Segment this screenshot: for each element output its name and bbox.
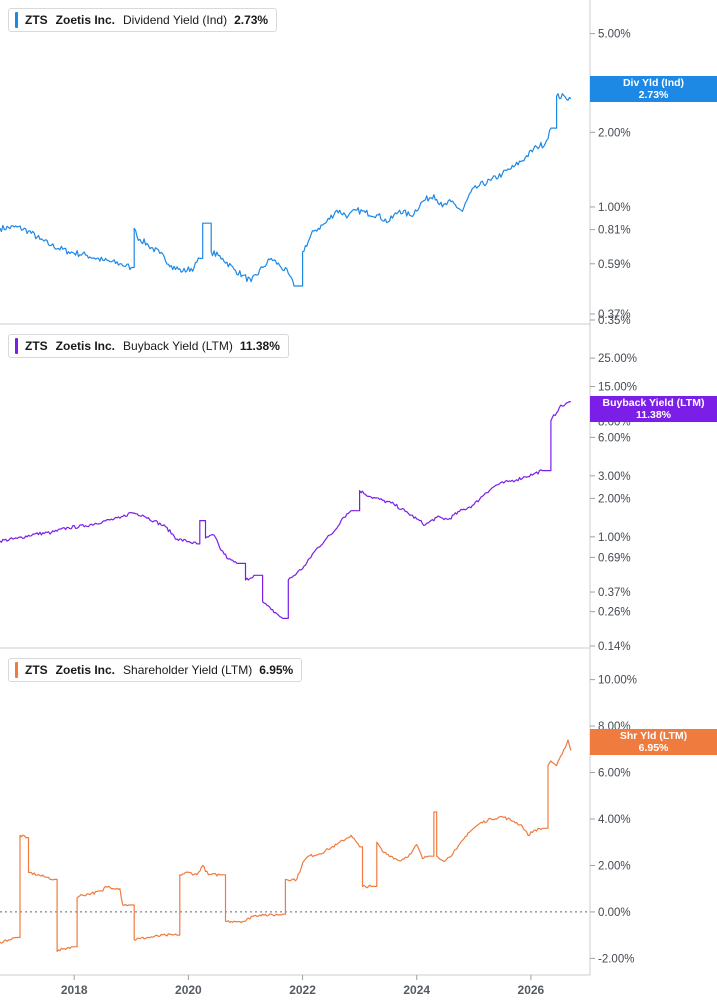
flag-label: Buyback Yield (LTM)	[602, 397, 705, 409]
last-value-flag-buyback: Buyback Yield (LTM) 11.38%	[590, 396, 717, 422]
y-tick-label: 0.35%	[598, 315, 631, 327]
legend-dividend-yield[interactable]: ZTS Zoetis Inc. Dividend Yield (Ind) 2.7…	[8, 8, 278, 32]
y-tick-label: 0.59%	[598, 259, 631, 271]
flag-label: Div Yld (Ind)	[622, 77, 685, 89]
y-tick-label: 15.00%	[598, 381, 637, 393]
legend-shareholder-yield[interactable]: ZTS Zoetis Inc. Shareholder Yield (LTM) …	[8, 658, 303, 682]
legend-company: Zoetis Inc.	[55, 339, 116, 353]
legend-metric: Shareholder Yield (LTM)	[123, 663, 253, 677]
y-tick-label: 3.00%	[598, 471, 631, 483]
y-tick-label: 2.00%	[598, 493, 631, 505]
legend-color-swatch	[15, 662, 18, 678]
legend-color-swatch	[15, 12, 18, 28]
y-tick-label: 0.26%	[598, 607, 631, 619]
chart-panels: 5.00%3.00%2.00%1.00%0.81%0.59%0.37%0.35%…	[0, 29, 637, 965]
legend-ticker: ZTS	[25, 663, 48, 677]
y-tick-label: 1.00%	[598, 532, 631, 544]
y-tick-label: 0.00%	[598, 907, 631, 919]
flag-value: 6.95%	[638, 742, 669, 754]
series-line	[0, 739, 572, 952]
x-tick-label: 2024	[403, 983, 430, 997]
x-tick-label: 2022	[289, 983, 316, 997]
y-tick-label: 5.00%	[598, 29, 631, 41]
legend-color-swatch	[15, 338, 18, 354]
legend-value: 2.73%	[234, 13, 269, 27]
y-tick-label: 4.00%	[598, 814, 631, 826]
last-value-flag-dividend: Div Yld (Ind) 2.73%	[590, 76, 717, 102]
panel-dividers	[0, 0, 591, 976]
y-tick-label: 0.37%	[598, 309, 631, 321]
legend-company: Zoetis Inc.	[55, 13, 116, 27]
flag-value: 2.73%	[638, 89, 669, 101]
panel-shareholder-yield-ltm: 10.00%8.00%6.00%4.00%2.00%0.00%-2.00%	[0, 675, 637, 965]
y-tick-label: 1.00%	[598, 202, 631, 214]
panel-dividend-yield-ind: 5.00%3.00%2.00%1.00%0.81%0.59%0.37%0.35%	[0, 29, 631, 327]
y-tick-label: 0.37%	[598, 587, 631, 599]
y-tick-label: 2.00%	[598, 860, 631, 872]
y-tick-label: 10.00%	[598, 675, 637, 687]
legend-ticker: ZTS	[25, 339, 48, 353]
legend-value: 11.38%	[239, 339, 280, 353]
series-line	[0, 93, 572, 287]
flag-label: Shr Yld (LTM)	[619, 730, 688, 742]
y-tick-label: -2.00%	[598, 953, 634, 965]
panel-buyback-yield-ltm: 25.00%15.00%8.00%6.00%3.00%2.00%1.00%0.6…	[0, 353, 637, 653]
x-tick-label: 2018	[61, 983, 88, 997]
legend-metric: Dividend Yield (Ind)	[123, 13, 228, 27]
y-tick-label: 2.00%	[598, 127, 631, 139]
flag-value: 11.38%	[635, 409, 672, 421]
x-tick-label: 2020	[175, 983, 202, 997]
x-axis: 2018 2020 2022 2024 2026	[61, 975, 545, 997]
legend-metric: Buyback Yield (LTM)	[123, 339, 233, 353]
last-value-flag-shareholder: Shr Yld (LTM) 6.95%	[590, 729, 717, 755]
y-tick-label: 25.00%	[598, 353, 637, 365]
legend-buyback-yield[interactable]: ZTS Zoetis Inc. Buyback Yield (LTM) 11.3…	[8, 334, 289, 358]
legend-company: Zoetis Inc.	[55, 663, 116, 677]
y-tick-label: 0.69%	[598, 552, 631, 564]
series-line	[0, 401, 571, 619]
y-tick-label: 0.14%	[598, 641, 631, 653]
y-tick-label: 0.81%	[598, 225, 631, 237]
y-tick-label: 6.00%	[598, 768, 631, 780]
legend-value: 6.95%	[259, 663, 294, 677]
y-tick-label: 6.00%	[598, 432, 631, 444]
legend-ticker: ZTS	[25, 13, 48, 27]
x-tick-label: 2026	[518, 983, 545, 997]
